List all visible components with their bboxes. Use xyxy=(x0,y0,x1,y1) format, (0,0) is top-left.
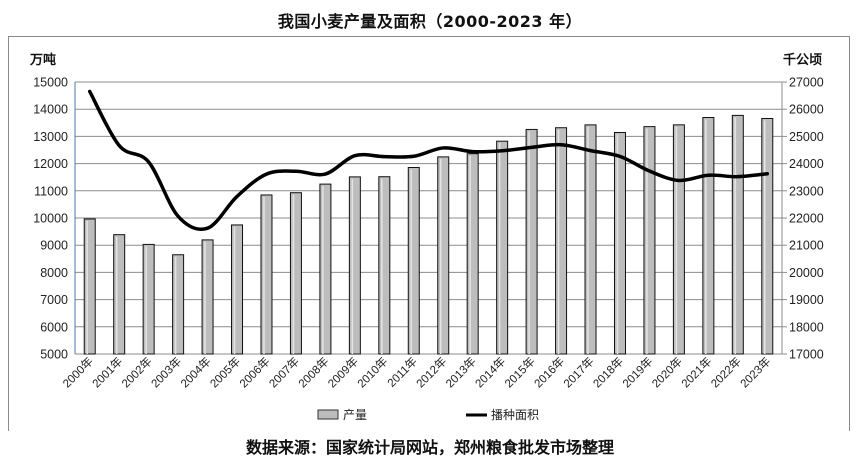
x-tick-label: 2012年 xyxy=(413,354,449,390)
production-bar xyxy=(496,140,509,355)
x-tick-label: 2017年 xyxy=(561,354,597,390)
right-tick-label: 18000 xyxy=(789,320,824,334)
production-bar xyxy=(348,176,361,355)
x-tick-label: 2002年 xyxy=(119,354,155,390)
left-tick-label: 10000 xyxy=(33,212,68,226)
left-tick-label: 12000 xyxy=(33,157,68,171)
production-bar xyxy=(525,128,538,355)
production-bar xyxy=(378,176,391,355)
x-tick-label: 2010年 xyxy=(354,354,390,390)
production-bar xyxy=(437,156,450,355)
production-bar xyxy=(555,127,568,355)
production-bar xyxy=(761,117,774,355)
x-tick-label: 2011年 xyxy=(384,354,420,390)
production-bar xyxy=(142,243,155,355)
x-tick-label: 2021年 xyxy=(678,354,714,390)
production-bar xyxy=(260,194,273,355)
left-tick-label: 11000 xyxy=(34,184,68,198)
legend-bar-label: 产量 xyxy=(343,408,367,422)
production-bar xyxy=(643,126,656,355)
x-tick-label: 2003年 xyxy=(148,354,184,390)
x-tick-label: 2007年 xyxy=(266,354,302,390)
x-tick-label: 2004年 xyxy=(178,354,214,390)
left-axis-unit: 万吨 xyxy=(29,52,56,67)
left-tick-label: 5000 xyxy=(40,348,68,362)
right-axis-ticks: 27000 26000 25000 24000 23000 22000 21000 20000… xyxy=(782,76,824,362)
production-bar xyxy=(289,192,302,355)
legend: 产量 播种面积 xyxy=(317,408,539,422)
left-tick-label: 8000 xyxy=(40,266,68,280)
production-bar xyxy=(407,166,420,355)
production-bar xyxy=(466,153,479,355)
right-tick-label: 20000 xyxy=(789,266,824,280)
left-tick-label: 13000 xyxy=(33,130,68,144)
production-bar xyxy=(113,234,126,355)
x-tick-label: 2015年 xyxy=(502,354,538,390)
x-tick-label: 2008年 xyxy=(295,354,331,390)
x-tick-label: 2014年 xyxy=(472,354,508,390)
x-tick-label: 2006年 xyxy=(236,354,272,390)
x-tick-label: 2020年 xyxy=(649,354,685,390)
gridlines xyxy=(75,81,782,355)
x-tick-label: 2005年 xyxy=(207,354,243,390)
left-axis-ticks: 15000 14000 13000 12000 11000 10000 9000 8000 70… xyxy=(33,76,68,362)
production-bar xyxy=(83,218,96,355)
data-source-note: 数据来源：国家统计局网站，郑州粮食批发市场整理 xyxy=(245,438,614,457)
production-bar xyxy=(672,124,685,355)
area-line xyxy=(87,89,770,232)
x-tick-label: 2022年 xyxy=(708,354,744,390)
right-tick-label: 27000 xyxy=(789,76,824,90)
production-bars xyxy=(83,114,774,355)
right-tick-label: 17000 xyxy=(789,348,824,362)
right-tick-label: 23000 xyxy=(789,184,824,198)
right-tick-label: 25000 xyxy=(789,130,824,144)
left-tick-label: 6000 xyxy=(40,320,68,334)
production-bar xyxy=(613,131,626,355)
x-tick-label: 2019年 xyxy=(619,354,655,390)
production-bar xyxy=(702,116,715,355)
production-bar xyxy=(201,239,214,355)
production-bar xyxy=(584,124,597,355)
chart-title: 我国小麦产量及面积（2000-2023 年） xyxy=(277,12,583,31)
right-tick-label: 19000 xyxy=(789,293,824,307)
x-tick-label: 2013年 xyxy=(443,354,479,390)
left-tick-label: 14000 xyxy=(33,103,68,117)
x-tick-label: 2009年 xyxy=(325,354,361,390)
right-axis-unit: 千公顷 xyxy=(783,52,822,67)
right-tick-label: 24000 xyxy=(789,157,824,171)
x-tick-label: 2016年 xyxy=(531,354,567,390)
right-tick-label: 21000 xyxy=(789,239,824,253)
x-tick-label: 2018年 xyxy=(590,354,626,390)
right-tick-label: 26000 xyxy=(789,103,824,117)
production-bar xyxy=(231,224,244,355)
x-axis-labels: 2000年2001年2002年2003年2004年2005年2006年2007年… xyxy=(60,354,774,390)
left-tick-label: 7000 xyxy=(40,293,68,307)
production-bar xyxy=(731,114,744,355)
x-tick-label: 2023年 xyxy=(737,354,773,390)
legend-bar-swatch xyxy=(317,409,339,420)
legend-line-label: 播种面积 xyxy=(491,408,539,422)
right-tick-label: 22000 xyxy=(789,212,824,226)
left-tick-label: 9000 xyxy=(40,239,68,253)
x-tick-label: 2001年 xyxy=(89,354,125,390)
production-bar xyxy=(319,183,332,355)
production-bar xyxy=(172,254,185,355)
left-tick-label: 15000 xyxy=(33,76,68,90)
chart-frame xyxy=(8,36,850,431)
